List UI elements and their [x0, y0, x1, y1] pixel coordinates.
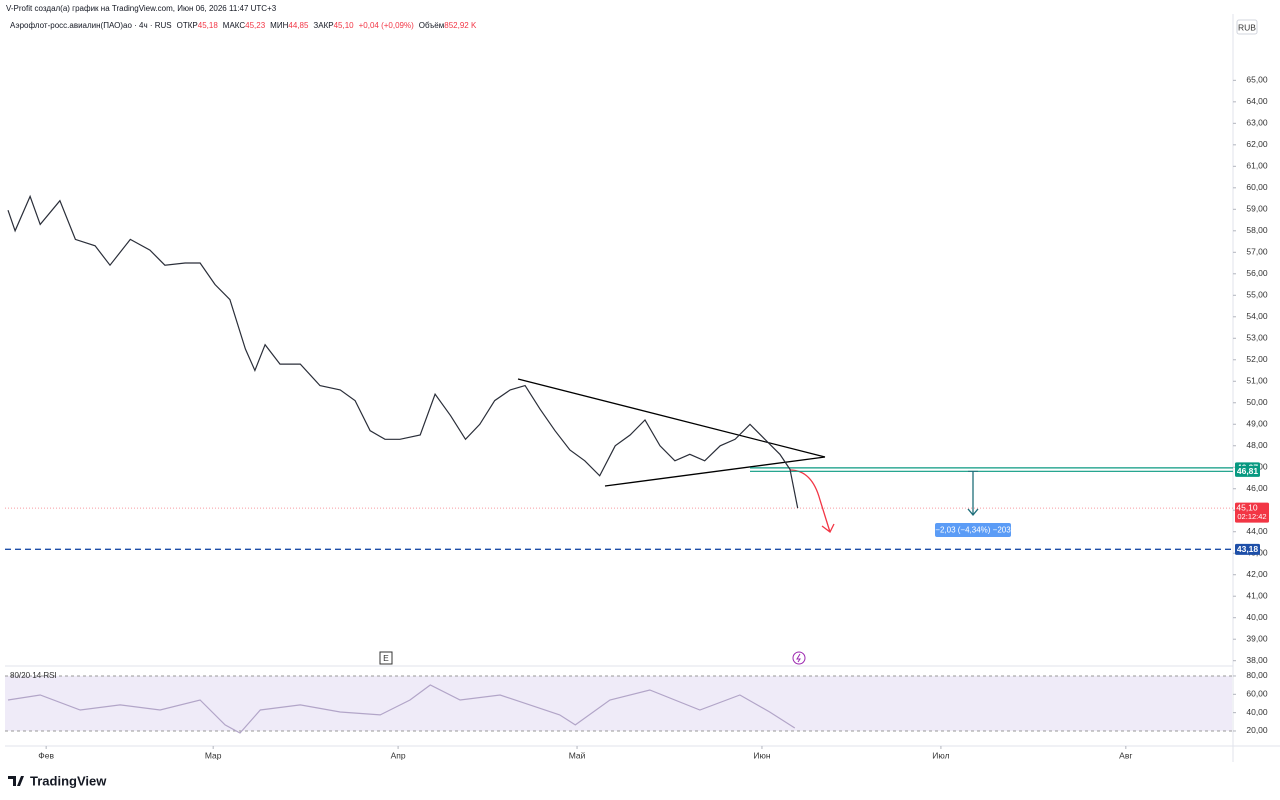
logo-icon: [8, 776, 24, 786]
legend-value: 44,85: [288, 21, 309, 30]
y-tick-label: 59,00: [1246, 204, 1268, 214]
y-tick-label: 62,00: [1246, 139, 1268, 149]
level-tag: [1235, 465, 1260, 477]
x-tick-label: Апр: [391, 750, 406, 760]
x-tick-label: Авг: [1119, 750, 1132, 760]
legend-value: +0,04 (+0,09%): [358, 21, 414, 30]
measure-label: −2,03 (−4,34%) −203: [935, 526, 1011, 535]
y-tick-label: 56,00: [1246, 268, 1268, 278]
legend-label: МИН: [270, 21, 289, 30]
event-marker: E: [383, 653, 389, 663]
level-tag: [1235, 543, 1260, 555]
legend-label: Объём: [418, 21, 445, 30]
y-tick-label: 55,00: [1246, 290, 1268, 300]
x-tick-label: Мар: [205, 750, 222, 760]
brand: TradingView: [30, 773, 107, 788]
y-tick-label: 40,00: [1246, 707, 1268, 717]
y-tick-label: 58,00: [1246, 225, 1268, 235]
x-tick-label: Июн: [753, 750, 770, 760]
y-tick-label: 40,00: [1246, 612, 1268, 622]
event-box: [379, 651, 393, 665]
measure-box: [935, 522, 1011, 537]
symbol-title: Аэрофлот-росс.авиалин(ПАО)ао · 4ч · RUS: [10, 21, 172, 30]
x-tick-label: Фев: [38, 750, 54, 760]
legend-label: МАКС: [222, 21, 246, 30]
forecast-arrow: [789, 469, 835, 533]
y-tick-label: 80,00: [1246, 670, 1268, 680]
logo: TradingView: [8, 773, 107, 788]
y-tick-label: 46,00: [1246, 483, 1268, 493]
last-price-label: 45,10: [1236, 502, 1258, 512]
x-tick-label: Май: [569, 750, 586, 760]
y-tick-label: 54,00: [1246, 311, 1268, 321]
legend-value: 45,23: [245, 21, 266, 30]
x-tick-label: Июл: [932, 750, 949, 760]
price-line: [7, 194, 799, 509]
dividend-bolt: [796, 653, 801, 663]
y-tick-label: 49,00: [1246, 419, 1268, 429]
indicator-title: 80/20 14 RSI: [10, 671, 57, 680]
legend-label: ОТКР: [176, 21, 198, 30]
y-tick-label: 48,00: [1246, 440, 1268, 450]
y-tick-label: 51,00: [1246, 376, 1268, 386]
y-tick-label: 63,00: [1246, 118, 1268, 128]
y-tick-label: 65,00: [1246, 75, 1268, 85]
trendline-upper: [517, 378, 826, 458]
legend-value: 852,92 K: [444, 21, 477, 30]
y-tick-label: 39,00: [1246, 633, 1268, 643]
legend-value: 45,10: [333, 21, 354, 30]
legend: Аэрофлот-росс.авиалин(ПАО)ао · 4ч · RUS О…: [10, 21, 476, 30]
dividend-icon: [792, 651, 806, 665]
y-tick-label: 52,00: [1246, 354, 1268, 364]
y-tick-label: 41,00: [1246, 590, 1268, 600]
y-tick-label: 50,00: [1246, 397, 1268, 407]
price-line: [7, 684, 796, 734]
rsi-band: [5, 675, 1232, 731]
y-tick-label: 42,00: [1246, 569, 1268, 579]
currency-box: [1236, 19, 1258, 35]
measure-head: [967, 508, 979, 516]
y-tick-label: 60,00: [1246, 689, 1268, 699]
level-label: 46,81: [1237, 466, 1259, 476]
trendline-lower: [604, 456, 826, 487]
y-tick-label: 64,00: [1246, 96, 1268, 106]
y-tick-label: 44,00: [1246, 526, 1268, 536]
y-tick-label: 38,00: [1246, 655, 1268, 665]
legend-label: ЗАКР: [313, 21, 334, 30]
legend-value: 45,18: [197, 21, 218, 30]
currency: RUB: [1238, 22, 1256, 32]
y-tick-label: 61,00: [1246, 161, 1268, 171]
y-tick-label: 53,00: [1246, 333, 1268, 343]
y-tick-label: 60,00: [1246, 182, 1268, 192]
y-tick-label: 57,00: [1246, 247, 1268, 257]
last-price-tag: [1235, 502, 1269, 523]
author-line: V-Profit создал(а) график на TradingView…: [6, 4, 277, 13]
level-label: 43,18: [1237, 544, 1259, 554]
y-tick-label: 20,00: [1246, 725, 1268, 735]
countdown: 02:12:42: [1237, 512, 1266, 521]
